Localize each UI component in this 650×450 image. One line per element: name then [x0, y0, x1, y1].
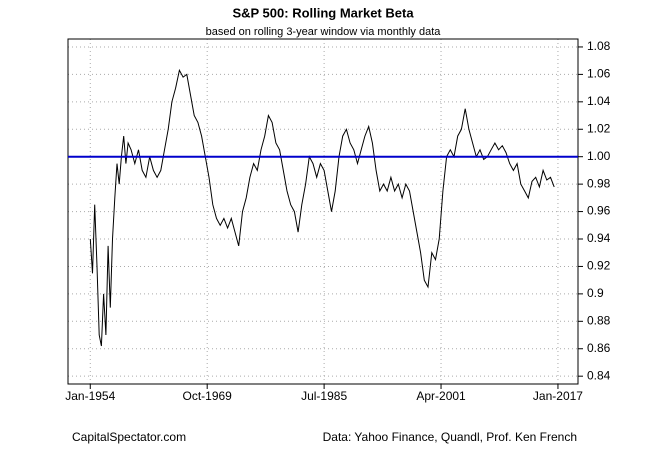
y-tick-label: 0.88 — [587, 313, 611, 327]
source-left: CapitalSpectator.com — [72, 430, 186, 444]
y-tick-label: 1.04 — [587, 94, 611, 108]
y-tick-label: 0.94 — [587, 231, 611, 245]
chart-subtitle: based on rolling 3-year window via month… — [206, 26, 442, 38]
y-tick-label: 1.00 — [587, 149, 611, 163]
x-tick-label: Jan-2017 — [533, 389, 583, 403]
beta-line — [89, 68, 555, 347]
source-right: Data: Yahoo Finance, Quandl, Prof. Ken F… — [323, 430, 577, 444]
y-tick-label: 0.86 — [587, 341, 611, 355]
y-tick-label: 1.02 — [587, 121, 611, 135]
y-tick-label: 0.96 — [587, 204, 611, 218]
y-tick-label: 0.98 — [587, 176, 611, 190]
y-tick-label: 0.84 — [587, 368, 611, 382]
plot-frame — [67, 38, 579, 385]
y-tick-label: 0.9 — [587, 286, 604, 300]
x-tick-label: Jul-1985 — [301, 389, 347, 403]
y-tick-label: 1.08 — [587, 39, 611, 53]
y-tick-label: 0.92 — [587, 259, 611, 273]
y-tick-label: 1.06 — [587, 67, 611, 81]
x-tick-label: Oct-1969 — [183, 389, 233, 403]
x-tick-label: Jan-1954 — [65, 389, 115, 403]
chart-title: S&P 500: Rolling Market Beta — [232, 5, 414, 20]
x-tick-label: Apr-2001 — [416, 389, 466, 403]
